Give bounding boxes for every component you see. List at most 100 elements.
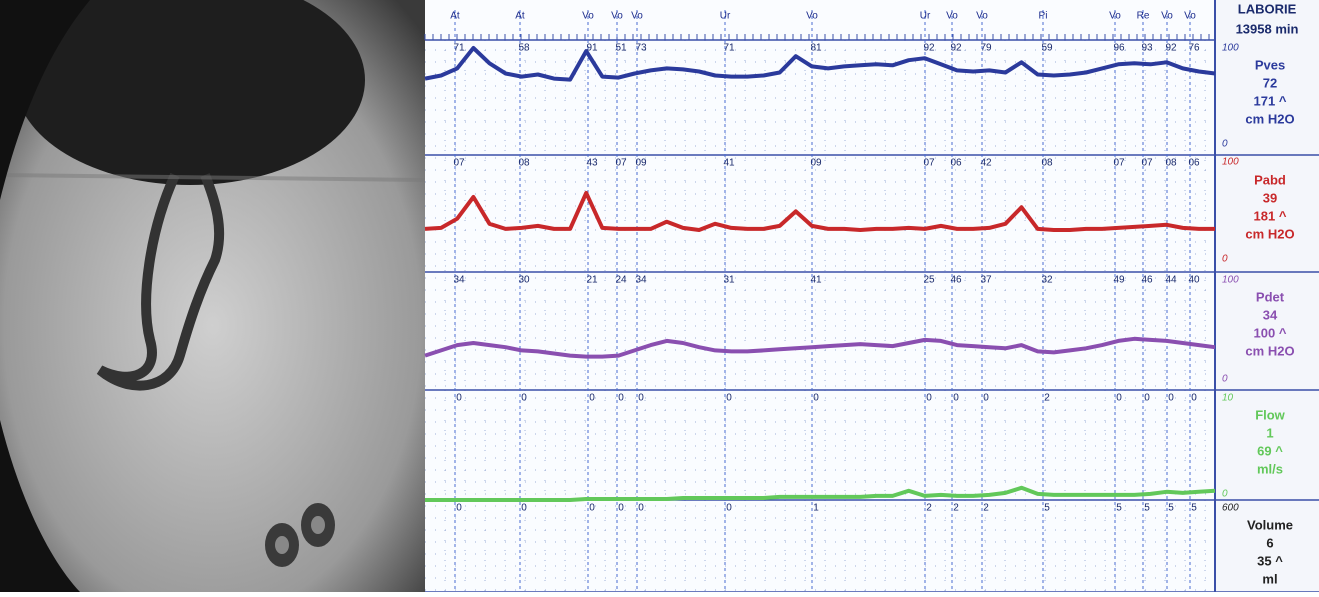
brand: LABORIE [1238,1,1297,16]
event-value: 92 [923,43,935,54]
page: LABORIE 13958 min AtAtVoVoVoUrVoUrVoVoPi… [0,0,1319,592]
event-value: 0 [618,503,624,514]
event-label: Vo [976,11,988,22]
event-value: 06 [950,158,962,169]
channel-unit: cm H2O [1245,226,1294,241]
channel-name: Flow [1255,407,1285,422]
event-value: 30 [518,275,530,286]
event-value: 0 [1116,393,1122,404]
screen: LABORIE 13958 min AtAtVoVoVoUrVoUrVoVoPi… [0,0,1319,592]
event-value: 5 [1191,503,1197,514]
event-value: 0 [589,393,595,404]
event-value: 07 [1113,158,1125,169]
event-value: 0 [618,393,624,404]
event-value: 76 [1188,43,1200,54]
event-value: 0 [1191,393,1197,404]
event-value: 21 [586,275,598,286]
event-value: 51 [615,43,627,54]
event-value: 41 [723,158,735,169]
channel-max: 171 ^ [1254,93,1287,108]
event-value: 0 [521,393,527,404]
event-value: 5 [1144,503,1150,514]
event-value: 34 [453,275,465,286]
channel-name: Pabd [1254,172,1286,187]
scale-bottom: 0 [1222,139,1228,150]
channel-max: 100 ^ [1254,325,1287,340]
event-value: 79 [980,43,992,54]
channel-value: 72 [1263,75,1277,90]
event-value: 34 [635,275,647,286]
scale-bottom: 0 [1222,374,1228,385]
channel-value: 39 [1263,190,1277,205]
event-label: Ur [720,11,731,22]
event-label: Vo [1109,11,1121,22]
event-value: 40 [1188,275,1200,286]
event-value: 07 [923,158,935,169]
event-value: 25 [923,275,935,286]
event-value: 0 [726,503,732,514]
event-value: 0 [926,393,932,404]
event-value: 0 [726,393,732,404]
event-value: 07 [615,158,627,169]
event-value: 0 [1168,393,1174,404]
event-value: 0 [813,393,819,404]
event-value: 08 [518,158,530,169]
event-value: 41 [810,275,822,286]
event-label: Vo [611,11,623,22]
event-value: 92 [1165,43,1177,54]
event-value: 0 [456,393,462,404]
event-value: 96 [1113,43,1125,54]
channel-unit: cm H2O [1245,111,1294,126]
channel-max: 35 ^ [1257,553,1283,568]
event-label: At [450,11,460,22]
event-value: 71 [453,43,465,54]
event-value: 0 [1144,393,1150,404]
event-value: 1 [813,503,819,514]
event-label: Vo [1161,11,1173,22]
event-value: 0 [983,393,989,404]
event-label: Vo [946,11,958,22]
event-label: Ur [920,11,931,22]
scale-top: 100 [1222,43,1239,54]
event-value: 08 [1041,158,1053,169]
event-value: 0 [638,503,644,514]
event-value: 06 [1188,158,1200,169]
scale-top: 600 [1222,503,1239,514]
event-label: Pi [1039,11,1048,22]
scale-bottom: 0 [1222,254,1228,265]
event-value: 37 [980,275,992,286]
channel-value: 1 [1266,425,1273,440]
channel-unit: ml/s [1257,461,1283,476]
event-value: 32 [1041,275,1053,286]
fluoroscopy-image [0,0,425,592]
event-label: Re [1137,11,1150,22]
chart-area [425,0,1215,592]
event-value: 71 [723,43,735,54]
event-value: 07 [453,158,465,169]
event-label: Vo [1184,11,1196,22]
channel-name: Pdet [1256,289,1285,304]
channel-max: 181 ^ [1254,208,1287,223]
channel-unit: cm H2O [1245,343,1294,358]
event-label: Vo [582,11,594,22]
event-value: 2 [983,503,989,514]
event-value: 73 [635,43,647,54]
event-value: 46 [950,275,962,286]
channel-value: 6 [1266,535,1273,550]
event-value: 0 [638,393,644,404]
event-value: 0 [521,503,527,514]
event-value: 24 [615,275,627,286]
channel-name: Volume [1247,517,1293,532]
event-value: 2 [926,503,932,514]
event-value: 0 [456,503,462,514]
event-value: 92 [950,43,962,54]
channel-value: 34 [1263,307,1278,322]
event-value: 49 [1113,275,1125,286]
event-label: Vo [631,11,643,22]
event-value: 31 [723,275,735,286]
scale-bottom: 0 [1222,489,1228,500]
event-value: 46 [1141,275,1153,286]
event-value: 43 [586,158,598,169]
event-value: 0 [953,393,959,404]
event-value: 08 [1165,158,1177,169]
